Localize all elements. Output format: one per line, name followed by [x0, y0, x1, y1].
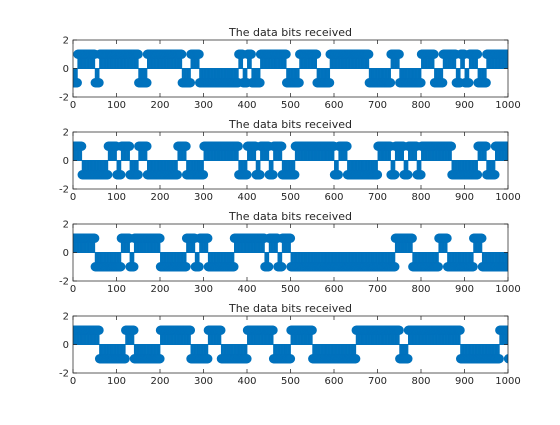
data-point	[91, 234, 99, 242]
data-point	[130, 263, 138, 271]
x-tick-label: 300	[194, 192, 213, 203]
data-point	[230, 263, 238, 271]
data-point	[325, 79, 333, 87]
x-tick-label: 700	[368, 100, 387, 111]
data-point	[195, 263, 203, 271]
data-point	[143, 142, 151, 150]
data-point	[125, 142, 133, 150]
data-point	[295, 79, 303, 87]
data-point	[182, 263, 190, 271]
data-point	[365, 50, 373, 58]
data-point	[199, 171, 207, 179]
y-tick-label: 2	[63, 36, 69, 47]
data-point	[404, 171, 412, 179]
data-point	[417, 79, 425, 87]
data-layer	[69, 234, 516, 271]
x-tick-label: 1000	[495, 192, 520, 203]
x-tick-label: 1000	[495, 100, 520, 111]
data-point	[473, 50, 481, 58]
data-point	[334, 171, 342, 179]
data-point	[256, 171, 264, 179]
data-point	[73, 79, 81, 87]
x-tick-label: 500	[281, 192, 300, 203]
x-tick-label: 900	[455, 100, 474, 111]
x-tick-label: 700	[368, 192, 387, 203]
data-point	[134, 171, 142, 179]
data-point	[156, 234, 164, 242]
data-point	[343, 142, 351, 150]
data-point	[78, 142, 86, 150]
data-point	[234, 142, 242, 150]
data-point	[291, 171, 299, 179]
x-tick-label: 300	[194, 100, 213, 111]
data-point	[182, 142, 190, 150]
data-point	[473, 171, 481, 179]
data-point	[447, 142, 455, 150]
x-tick-label: 800	[411, 192, 430, 203]
data-point	[395, 50, 403, 58]
x-tick-label: 600	[324, 192, 343, 203]
data-point	[186, 79, 194, 87]
data-point	[173, 171, 181, 179]
x-tick-label: 200	[150, 192, 169, 203]
data-point	[482, 79, 490, 87]
chart-title: The data bits received	[228, 118, 352, 131]
x-tick-label: 100	[107, 192, 126, 203]
x-tick-label: 400	[237, 100, 256, 111]
x-tick-label: 0	[70, 192, 76, 203]
data-point	[430, 50, 438, 58]
data-point	[243, 171, 251, 179]
x-tick-label: 500	[281, 100, 300, 111]
y-tick-label: 0	[63, 64, 69, 75]
data-point	[247, 50, 255, 58]
y-tick-label: 0	[63, 156, 69, 167]
x-tick-label: 900	[455, 192, 474, 203]
data-point	[143, 79, 151, 87]
data-point	[482, 142, 490, 150]
data-point	[391, 171, 399, 179]
data-point	[104, 171, 112, 179]
data-point	[134, 50, 142, 58]
data-point	[278, 142, 286, 150]
data-point	[269, 171, 277, 179]
data-point	[386, 79, 394, 87]
x-tick-label: 800	[411, 100, 430, 111]
data-point	[95, 79, 103, 87]
x-tick-label: 600	[324, 100, 343, 111]
x-tick-label: 100	[107, 100, 126, 111]
data-point	[256, 79, 264, 87]
data-point	[178, 50, 186, 58]
y-tick-label: 2	[63, 128, 69, 139]
x-tick-label: 200	[150, 100, 169, 111]
data-point	[373, 171, 381, 179]
data-point	[465, 79, 473, 87]
data-point	[439, 79, 447, 87]
x-tick-label: 0	[70, 100, 76, 111]
x-tick-label: 400	[237, 192, 256, 203]
data-point	[117, 171, 125, 179]
y-tick-label: -2	[59, 185, 69, 196]
data-point	[195, 50, 203, 58]
data-point	[312, 50, 320, 58]
data-point	[282, 50, 290, 58]
chart-title: The data bits received	[228, 26, 352, 39]
data-point	[204, 234, 212, 242]
data-point	[417, 171, 425, 179]
data-point	[117, 263, 125, 271]
y-tick-label: -2	[59, 93, 69, 104]
data-point	[491, 171, 499, 179]
